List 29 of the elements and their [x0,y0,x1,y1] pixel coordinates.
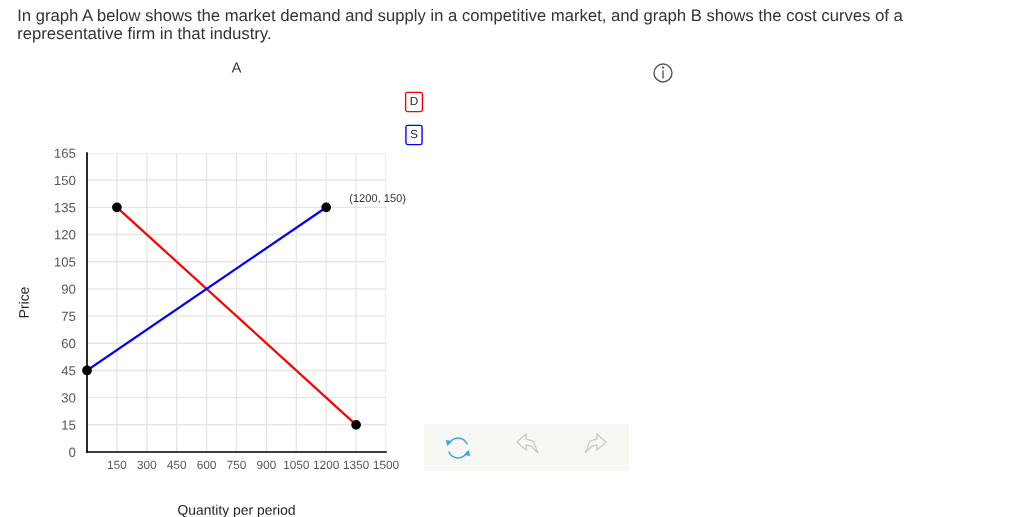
y-tick-label: 105 [54,257,76,267]
y-tick-label: 0 [69,447,76,457]
x-tick-label: 1500 [373,460,399,469]
y-tick-label: 120 [54,230,76,240]
annotation: (1200, 150) [349,193,406,205]
y-tick-label: 75 [61,311,76,321]
x-tick-label: 450 [167,460,187,469]
x-tick-label: 150 [107,460,127,469]
y-tick-label: 15 [62,420,76,430]
y-tick-label: 45 [61,366,76,376]
text: S [410,129,418,139]
y-tick-label: 150 [54,175,76,186]
text: In graph A below shows the market demand and supply in a competitive market, and graph B shows the cost curves of a representative firm in that industry. [18,9,903,43]
y-tick-label: 30 [61,393,76,403]
x-tick-label: 750 [227,460,246,469]
x-tick-label: 600 [197,460,216,469]
y-tick-label: 60 [61,338,76,349]
y-axis-title: Price [18,287,29,318]
chart-subtitle: A [231,62,242,73]
x-tick-label: 300 [137,460,157,469]
y-tick-label: 90 [61,284,76,294]
x-tick-label: 900 [257,460,276,469]
y-tick-label: 135 [54,202,76,213]
x-tick-label: 1200 [313,460,339,469]
x-axis-title: Quantity per period [178,504,295,517]
text: D [410,96,418,106]
x-tick-label: 1050 [284,460,309,469]
x-tick-label: 1350 [343,460,369,469]
y-tick-label: 165 [54,148,76,158]
